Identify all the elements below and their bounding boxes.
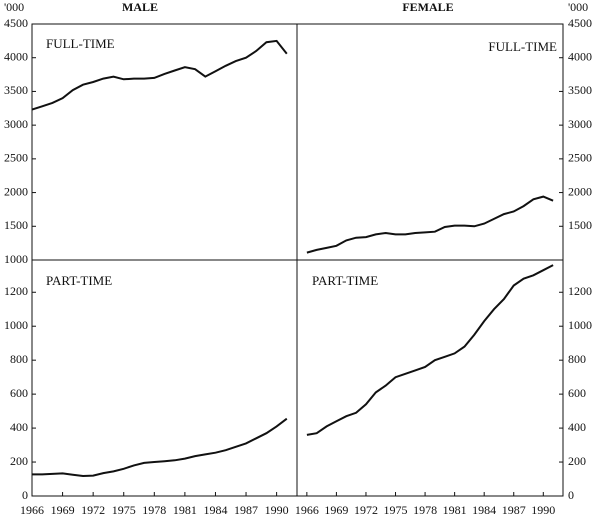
y-tick-label: 4000 [4, 49, 28, 63]
y-tick-label: 2000 [568, 184, 592, 198]
column-header: FEMALE [402, 0, 453, 14]
x-tick-label: 1984 [203, 503, 227, 517]
data-line [32, 417, 288, 478]
x-tick-label: 1978 [142, 503, 166, 517]
y-tick-label: 3000 [4, 117, 28, 131]
x-tick-label: 1966 [295, 503, 319, 517]
x-tick-label: 1981 [173, 503, 197, 517]
panel-title: FULL-TIME [46, 36, 115, 51]
y-tick-label: 4500 [568, 16, 592, 30]
y-tick-label: 600 [568, 386, 586, 400]
y-tick-label: 0 [22, 488, 28, 502]
column-header: MALE [122, 0, 158, 14]
x-tick-label: 1981 [443, 503, 467, 517]
panel-title: PART-TIME [312, 273, 378, 288]
y-tick-label: 2500 [568, 151, 592, 165]
y-tick-label: 800 [10, 352, 28, 366]
y-tick-label: 200 [568, 454, 586, 468]
y-tick-label: 400 [10, 420, 28, 434]
data-line [306, 195, 554, 254]
y-tick-label: 1500 [568, 218, 592, 232]
x-tick-label: 1987 [234, 503, 258, 517]
panel-title: FULL-TIME [488, 39, 557, 54]
x-tick-label: 1975 [384, 503, 408, 517]
x-tick-label: 1966 [20, 503, 44, 517]
x-tick-label: 1978 [413, 503, 437, 517]
y-tick-label: 0 [568, 488, 574, 502]
x-tick-label: 1990 [531, 503, 555, 517]
panel-title: PART-TIME [46, 273, 112, 288]
y-tick-label: 3500 [4, 83, 28, 97]
x-tick-label: 1975 [112, 503, 136, 517]
y-tick-label: 1000 [4, 318, 28, 332]
x-tick-label: 1969 [324, 503, 348, 517]
y-tick-label: 600 [10, 386, 28, 400]
x-tick-label: 1972 [81, 503, 105, 517]
x-tick-label: 1969 [51, 503, 75, 517]
y-unit: '000 [568, 0, 588, 14]
y-tick-label: 1000 [568, 318, 592, 332]
y-tick-label: 4500 [4, 16, 28, 30]
y-tick-label: 200 [10, 454, 28, 468]
y-tick-label: 3500 [568, 83, 592, 97]
y-tick-label: 400 [568, 420, 586, 434]
x-tick-label: 1990 [265, 503, 289, 517]
data-line [31, 39, 288, 111]
y-tick-label: 1500 [4, 218, 28, 232]
y-tick-label: 1000 [4, 252, 28, 266]
x-tick-label: 1987 [502, 503, 526, 517]
x-tick-label: 1984 [472, 503, 496, 517]
y-tick-label: 2000 [4, 184, 28, 198]
y-tick-label: 800 [568, 352, 586, 366]
y-tick-label: 1200 [4, 284, 28, 298]
y-tick-label: 2500 [4, 151, 28, 165]
y-tick-label: 3000 [568, 117, 592, 131]
data-line [306, 264, 554, 436]
y-tick-label: 4000 [568, 49, 592, 63]
x-tick-label: 1972 [354, 503, 378, 517]
y-tick-label: 1200 [568, 284, 592, 298]
y-unit: '000 [4, 0, 24, 14]
